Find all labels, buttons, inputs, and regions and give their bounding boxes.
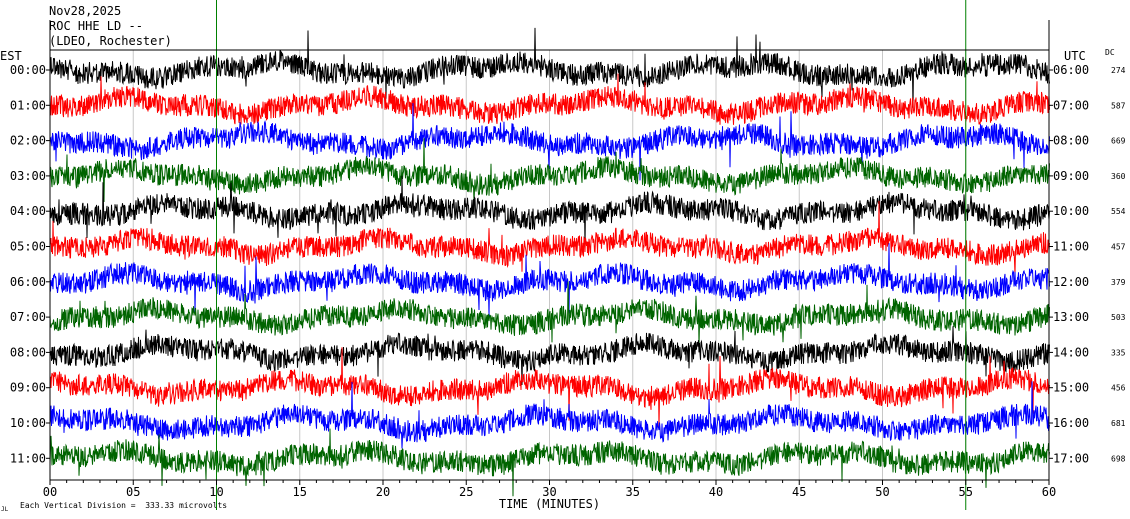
x-axis-title: TIME (MINUTES) bbox=[499, 497, 600, 511]
utc-hour-label: 07:00 bbox=[1053, 98, 1089, 112]
x-tick-label: 50 bbox=[875, 485, 889, 499]
est-hour-label: 08:00 bbox=[10, 345, 46, 359]
dc-offset-label: 587 bbox=[1111, 101, 1126, 110]
est-hour-label: 03:00 bbox=[10, 169, 46, 183]
dc-offset-label: 503 bbox=[1111, 313, 1126, 322]
est-hour-label: 01:00 bbox=[10, 98, 46, 112]
x-tick-label: 35 bbox=[626, 485, 640, 499]
dc-offset-label: 379 bbox=[1111, 278, 1126, 287]
dc-offset-label: 669 bbox=[1111, 137, 1126, 146]
utc-hour-label: 15:00 bbox=[1053, 381, 1089, 395]
x-tick-label: 25 bbox=[459, 485, 473, 499]
est-hour-label: 02:00 bbox=[10, 134, 46, 148]
utc-hour-label: 12:00 bbox=[1053, 275, 1089, 289]
utc-hour-label: 11:00 bbox=[1053, 240, 1089, 254]
utc-hour-label: 13:00 bbox=[1053, 310, 1089, 324]
dc-offset-label: 457 bbox=[1111, 243, 1126, 252]
header-network: (LDEO, Rochester) bbox=[49, 34, 172, 48]
utc-hour-label: 16:00 bbox=[1053, 416, 1089, 430]
right-axis-title: UTC bbox=[1064, 49, 1086, 63]
est-hour-label: 05:00 bbox=[10, 240, 46, 254]
x-tick-label: 60 bbox=[1042, 485, 1056, 499]
x-tick-label: 05 bbox=[126, 485, 140, 499]
utc-hour-label: 06:00 bbox=[1053, 63, 1089, 77]
x-tick-label: 40 bbox=[709, 485, 723, 499]
utc-hour-label: 08:00 bbox=[1053, 134, 1089, 148]
est-hour-label: 07:00 bbox=[10, 310, 46, 324]
est-hour-label: 11:00 bbox=[10, 451, 46, 465]
x-tick-label: 20 bbox=[376, 485, 390, 499]
scale-note: Each Vertical Division = 333.33 microvol… bbox=[20, 501, 228, 510]
dc-column-title: DC bbox=[1105, 48, 1115, 57]
x-tick-label: 15 bbox=[293, 485, 307, 499]
x-tick-label: 00 bbox=[43, 485, 57, 499]
header-station: ROC HHE LD -- bbox=[49, 19, 143, 33]
est-hour-label: 09:00 bbox=[10, 381, 46, 395]
est-hour-label: 06:00 bbox=[10, 275, 46, 289]
est-hour-label: 10:00 bbox=[10, 416, 46, 430]
utc-hour-label: 17:00 bbox=[1053, 451, 1089, 465]
utc-hour-label: 09:00 bbox=[1053, 169, 1089, 183]
dc-offset-label: 698 bbox=[1111, 454, 1126, 463]
est-hour-label: 04:00 bbox=[10, 204, 46, 218]
est-hour-label: 00:00 bbox=[10, 63, 46, 77]
dc-offset-label: 681 bbox=[1111, 419, 1126, 428]
dc-offset-label: 360 bbox=[1111, 172, 1126, 181]
header-date: Nov28,2025 bbox=[49, 4, 122, 18]
utc-hour-label: 14:00 bbox=[1053, 345, 1089, 359]
dc-offset-label: 456 bbox=[1111, 384, 1126, 393]
dc-offset-label: 554 bbox=[1111, 207, 1126, 216]
x-tick-label: 30 bbox=[542, 485, 556, 499]
corner-mark: JL bbox=[1, 506, 9, 513]
x-tick-label: 10 bbox=[209, 485, 223, 499]
dc-offset-label: 274 bbox=[1111, 66, 1126, 75]
x-tick-label: 55 bbox=[959, 485, 973, 499]
dc-offset-label: 335 bbox=[1111, 348, 1126, 357]
x-tick-label: 45 bbox=[792, 485, 806, 499]
left-axis-title: EST bbox=[0, 49, 22, 63]
utc-hour-label: 10:00 bbox=[1053, 204, 1089, 218]
